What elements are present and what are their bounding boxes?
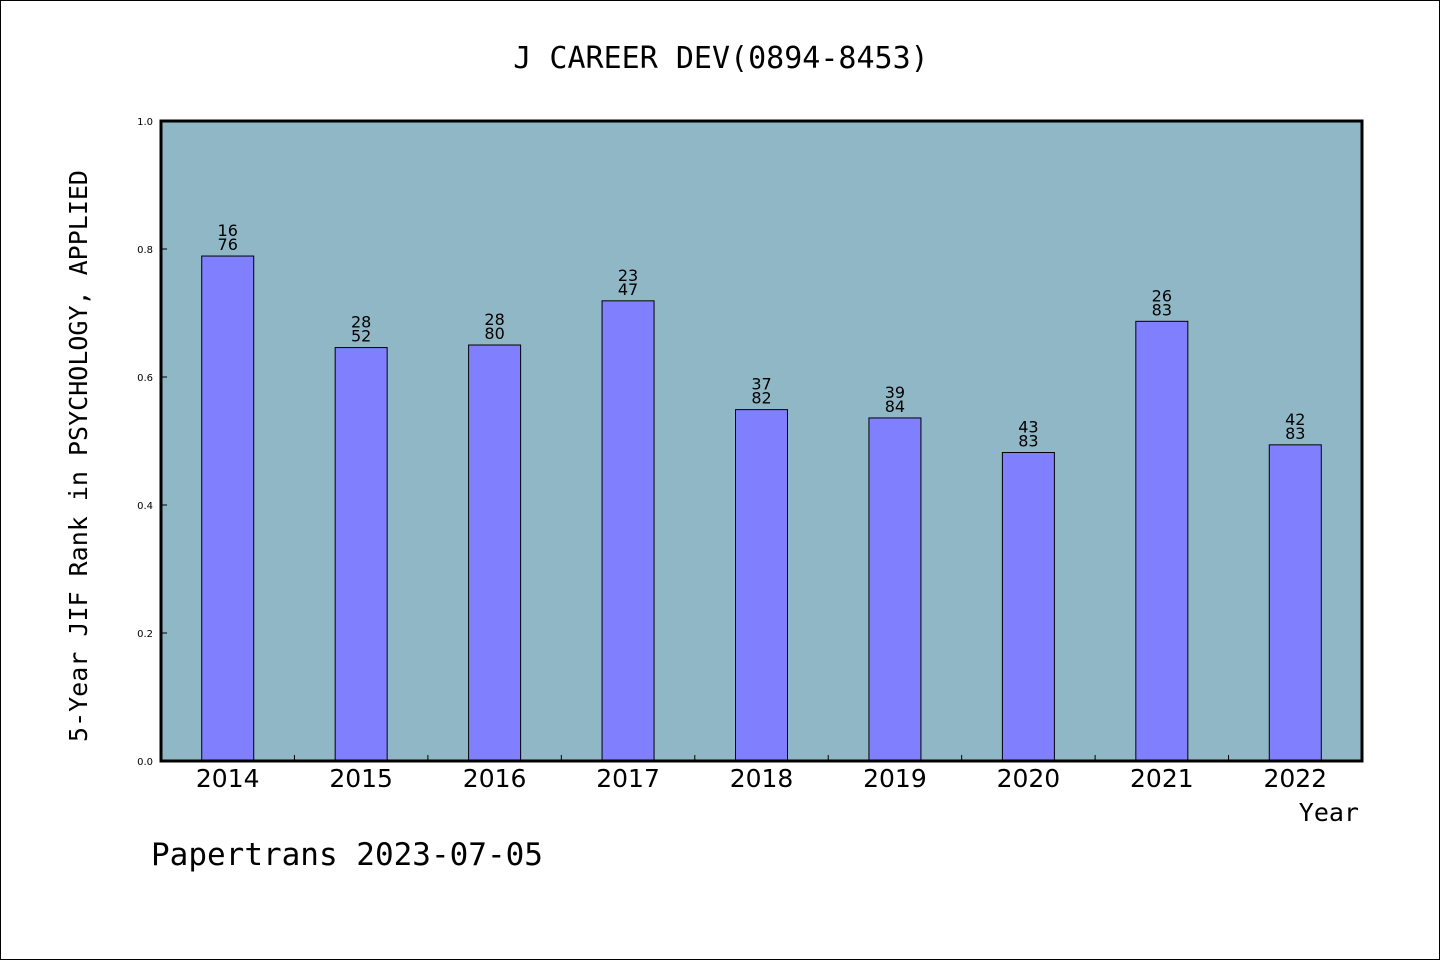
bar-data-label: 28	[484, 310, 504, 329]
x-axis-label: Year	[1299, 798, 1359, 827]
bar-2015	[334, 347, 388, 762]
x-tick-label: 2016	[463, 764, 527, 793]
x-tick-label: 2020	[997, 764, 1061, 793]
bar-2016	[468, 344, 522, 762]
bar-data-label: 47	[618, 280, 638, 299]
bar-data-label: 83	[1018, 432, 1038, 451]
bar-2022	[1268, 444, 1322, 762]
bar-data-label: 84	[885, 397, 905, 416]
bar-data-label: 23	[618, 266, 638, 285]
bar-2018	[735, 409, 788, 762]
x-tick-label: 2015	[329, 764, 393, 793]
bar-2021	[1135, 320, 1189, 762]
bar-2020	[1001, 452, 1055, 762]
bar-data-label: 82	[751, 389, 771, 408]
y-tick-label: 0.6	[137, 373, 153, 384]
bar-data-label: 80	[484, 324, 504, 343]
y-tick-label: 0.2	[137, 629, 153, 640]
bar-data-label: 39	[885, 383, 905, 402]
axis-ticks-layer: 2014 2015 2016 2017 2018 2019 2020 2021 2022 0.0 0…	[137, 117, 1327, 793]
bars-layer	[201, 255, 1322, 762]
x-tick-label: 2017	[596, 764, 660, 793]
bar-data-label: 26	[1152, 286, 1172, 305]
chart-title: J CAREER DEV(0894-8453)	[513, 41, 928, 76]
y-tick-label: 0.8	[137, 245, 153, 256]
y-tick-label: 1.0	[137, 117, 153, 128]
y-tick-label: 0.0	[137, 757, 153, 768]
bar-data-label: 83	[1285, 424, 1305, 443]
bar-data-label: 83	[1152, 300, 1172, 319]
plot-border	[159, 119, 1364, 763]
bar-data-label: 16	[218, 221, 238, 240]
x-tick-label: 2018	[730, 764, 794, 793]
x-tick-label: 2022	[1263, 764, 1327, 793]
footer-credit: Papertrans 2023-07-05	[151, 837, 543, 873]
bar-2019	[868, 417, 922, 762]
x-tick-label: 2019	[863, 764, 927, 793]
y-tick-label: 0.4	[137, 501, 153, 512]
bar-data-label: 52	[351, 327, 371, 346]
x-tick-label: 2014	[196, 764, 260, 793]
x-tick-label: 2021	[1130, 764, 1194, 793]
bar-2017	[601, 300, 655, 762]
bar-data-label: 43	[1018, 418, 1038, 437]
bar-data-label: 42	[1285, 410, 1305, 429]
bar-2014	[201, 255, 255, 762]
bar-data-label: 37	[751, 375, 771, 394]
bar-data-label: 76	[218, 235, 238, 254]
y-axis-label: 5-Year JIF Rank in PSYCHOLOGY, APPLIED	[64, 170, 93, 742]
bar-data-label: 28	[351, 313, 371, 332]
